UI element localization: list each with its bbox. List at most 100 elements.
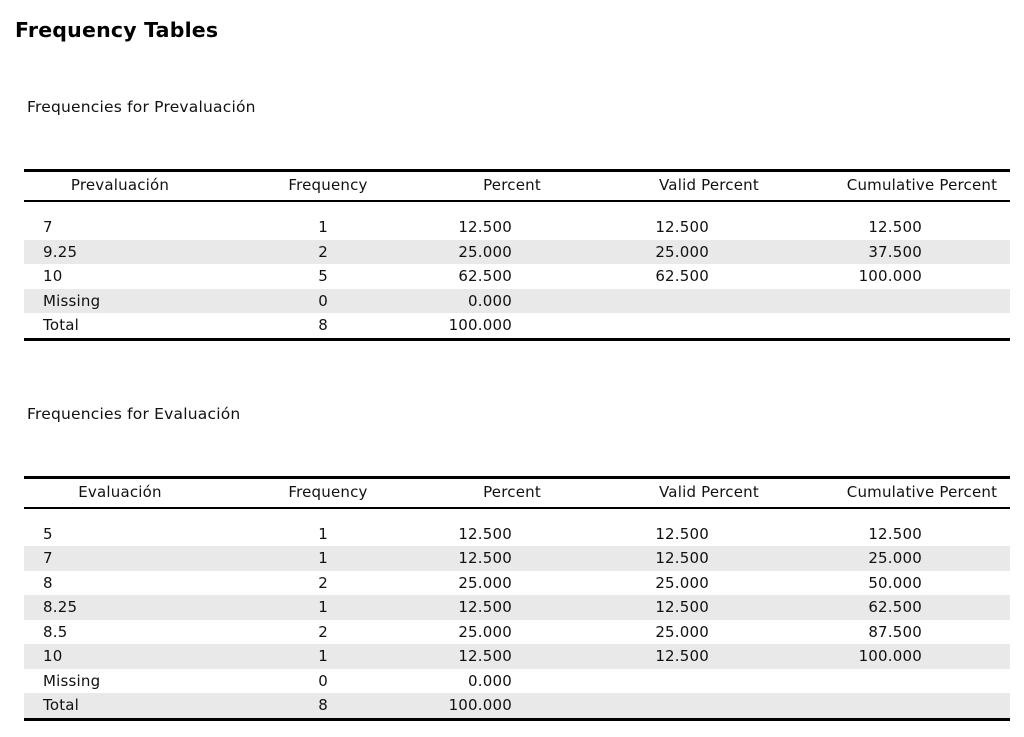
frequency-cell: 1 (216, 201, 440, 240)
level-cell: 7 (43, 549, 53, 567)
frequency-table-evaluacion: Evaluación Frequency Percent Valid Perce… (24, 475, 1010, 721)
valid-percent-cell: 25.000 (584, 240, 834, 265)
header-row: Evaluación Frequency Percent Valid Perce… (24, 477, 1010, 509)
frequency-cell: 2 (216, 571, 440, 596)
frequency-cell: 1 (216, 644, 440, 669)
percent-cell: 12.500 (440, 201, 584, 240)
cell-value: 87.500 (868, 622, 922, 641)
percent-cell: 25.000 (440, 571, 584, 596)
table-row: 10 1 12.500 12.500 100.000 (24, 644, 1010, 669)
valid-percent-cell (584, 693, 834, 719)
valid-percent-cell: 62.500 (584, 264, 834, 289)
frequency-cell: 1 (216, 508, 440, 547)
cell-value: 62.500 (868, 598, 922, 616)
valid-percent-cell: 12.500 (584, 201, 834, 240)
level-cell: 8 (43, 573, 53, 592)
cell-value: 1 (318, 598, 328, 616)
cell-value: 25.000 (655, 242, 709, 261)
valid-percent-cell (584, 669, 834, 694)
cell-value: 25.000 (458, 573, 512, 592)
level-cell: 8.25 (43, 598, 78, 616)
frequency-table-prevaluacion: Prevaluación Frequency Percent Valid Per… (24, 169, 1010, 341)
table-row: 8.25 1 12.500 12.500 62.500 (24, 595, 1010, 620)
valid-percent-cell: 12.500 (584, 644, 834, 669)
cumulative-percent-cell: 37.500 (834, 240, 1010, 265)
table-row: Missing 0 0.000 (24, 288, 1010, 314)
level-cell: Missing (43, 671, 101, 690)
cell-value: 12.500 (655, 524, 709, 543)
cell-value: 12.500 (655, 549, 709, 567)
table-row: 7 1 12.500 12.500 12.500 (24, 201, 1010, 240)
cell-value: 25.000 (458, 622, 512, 641)
valid-percent-cell: 12.500 (584, 508, 834, 547)
cumulative-percent-cell (834, 669, 1010, 694)
level-cell: Total (43, 316, 80, 334)
section-heading-evaluacion: Frequencies for Evaluación (27, 404, 241, 423)
level-cell: 10 (43, 647, 63, 665)
cell-value: 0.000 (468, 291, 512, 310)
cumulative-percent-cell: 87.500 (834, 620, 1010, 645)
cell-value: 12.500 (655, 647, 709, 665)
cell-value: 1 (318, 647, 328, 665)
level-cell: 5 (43, 524, 53, 543)
valid-percent-cell: 12.500 (584, 595, 834, 620)
percent-cell: 12.500 (440, 644, 584, 669)
cell-value: 12.500 (655, 218, 709, 236)
frequency-cell: 0 (216, 289, 440, 314)
column-header-level: Prevaluación (24, 170, 216, 202)
cell-value: 12.500 (655, 598, 709, 616)
cell-value: 12.500 (458, 524, 512, 543)
cell-value: 100.000 (448, 316, 512, 334)
table-row: 5 1 12.500 12.500 12.500 (24, 508, 1010, 547)
column-header-level: Evaluación (24, 477, 216, 509)
cell-value: 62.500 (655, 267, 709, 285)
cell-value: 0 (318, 291, 328, 310)
column-header-valid-percent: Valid Percent (584, 477, 834, 509)
column-header-cumulative-percent: Cumulative Percent (834, 477, 1010, 509)
cell-value: 2 (318, 573, 328, 592)
table-row: 8 2 25.000 25.000 50.000 (24, 571, 1010, 596)
cell-value: 12.500 (868, 218, 922, 236)
cumulative-percent-cell: 12.500 (834, 508, 1010, 547)
cell-value: 25.000 (655, 622, 709, 641)
level-cell: 7 (43, 218, 53, 236)
section-evaluacion: Frequencies for Evaluación Evaluación Fr… (14, 404, 1024, 721)
percent-cell: 0.000 (440, 289, 584, 314)
frequency-cell: 0 (216, 669, 440, 694)
cell-value: 37.500 (868, 242, 922, 261)
cell-value: 0 (318, 671, 328, 690)
cell-value: 1 (318, 524, 328, 543)
level-cell: 10 (43, 267, 63, 285)
cumulative-percent-cell (834, 313, 1010, 339)
cell-value: 25.000 (458, 242, 512, 261)
frequency-cell: 8 (216, 313, 440, 339)
cumulative-percent-cell: 100.000 (834, 264, 1010, 289)
percent-cell: 12.500 (440, 595, 584, 620)
cell-value: 12.500 (458, 549, 512, 567)
cell-value: 1 (318, 549, 328, 567)
table-row: Missing 0 0.000 (24, 669, 1010, 694)
cell-value: 12.500 (458, 647, 512, 665)
results-page: Frequency Tables Frequencies for Prevalu… (14, 18, 1024, 721)
table-row: 9.25 2 25.000 25.000 37.500 (24, 239, 1010, 265)
cell-value: 100.000 (448, 696, 512, 714)
frequency-cell: 2 (216, 240, 440, 265)
percent-cell: 12.500 (440, 508, 584, 547)
cumulative-percent-cell (834, 289, 1010, 314)
column-header-frequency: Frequency (216, 170, 440, 202)
cell-value: 12.500 (458, 598, 512, 616)
cell-value: 12.500 (458, 218, 512, 236)
cell-value: 12.500 (868, 524, 922, 543)
cumulative-percent-cell: 50.000 (834, 571, 1010, 596)
valid-percent-cell: 12.500 (584, 546, 834, 571)
cell-value: 8 (318, 696, 328, 714)
column-header-cumulative-percent: Cumulative Percent (834, 170, 1010, 202)
cumulative-percent-cell: 25.000 (834, 546, 1010, 571)
table-row: 8.5 2 25.000 25.000 87.500 (24, 620, 1010, 645)
cell-value: 100.000 (858, 647, 922, 665)
valid-percent-cell (584, 289, 834, 314)
frequency-cell: 1 (216, 595, 440, 620)
level-cell: Missing (43, 291, 101, 310)
cell-value: 2 (318, 622, 328, 641)
percent-cell: 25.000 (440, 240, 584, 265)
